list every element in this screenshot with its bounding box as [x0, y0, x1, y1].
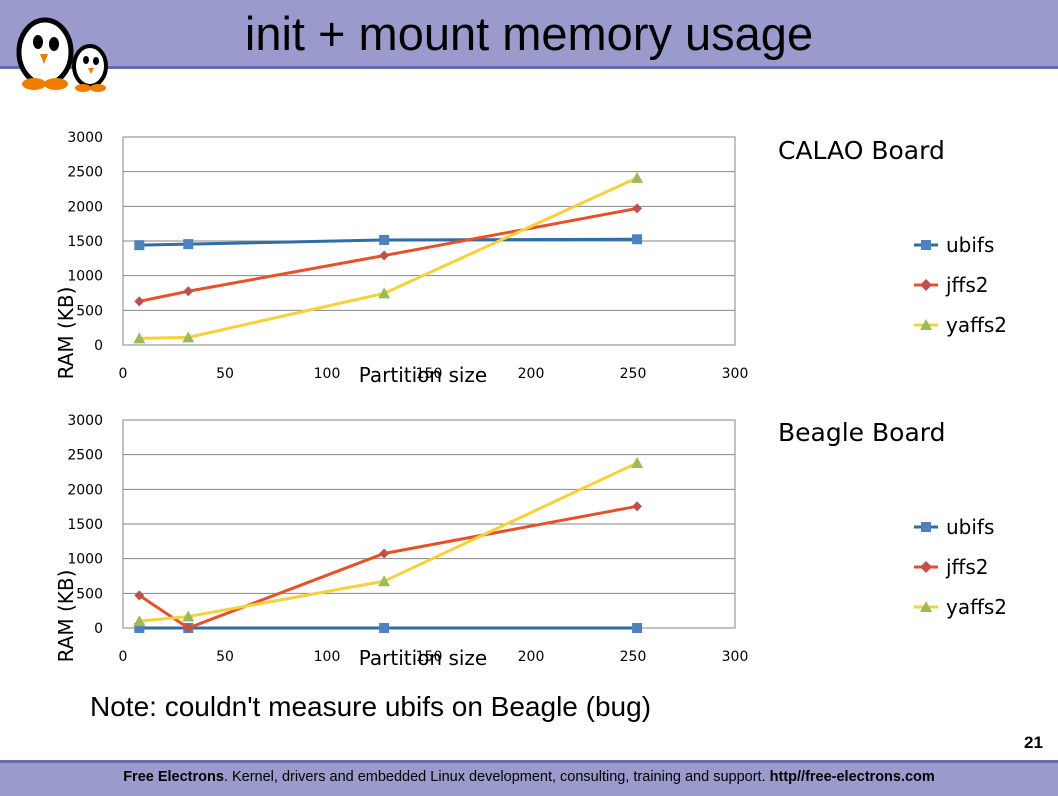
penguin-logo-icon — [10, 4, 110, 101]
data-point-jffs2 — [379, 548, 390, 559]
legend-item-jffs2: jffs2 — [912, 554, 1052, 580]
data-point-ubifs — [134, 623, 145, 633]
x-tick-label: 100 — [314, 366, 341, 382]
footer-description: . Kernel, drivers and embedded Linux dev… — [223, 769, 770, 785]
legend-label: jffs2 — [946, 273, 989, 297]
series-line-yaffs2 — [139, 176, 638, 340]
series-line-ubifs — [139, 237, 638, 247]
data-point-jffs2 — [183, 623, 194, 633]
x-axis-label: Partition size — [359, 363, 488, 387]
x-tick-label: 150 — [416, 366, 443, 382]
y-tick-label: 0 — [94, 338, 103, 354]
data-point-ubifs — [183, 239, 194, 250]
series-line-yaffs2 — [139, 461, 638, 623]
y-tick-label: 2500 — [67, 165, 103, 181]
footer-url[interactable]: http//free-electrons.com — [769, 769, 935, 785]
data-point-jffs2 — [134, 296, 145, 307]
x-tick-label: 0 — [119, 649, 128, 665]
data-point-ubifs — [134, 240, 145, 251]
data-point-jffs2 — [379, 250, 390, 261]
data-point-yaffs2 — [631, 171, 644, 183]
footer-text: Free Electrons. Kernel, drivers and embe… — [0, 769, 1058, 785]
x-tick-label: 300 — [722, 649, 749, 665]
legend-label: ubifs — [946, 515, 995, 539]
data-point-jffs2 — [134, 590, 145, 601]
y-axis-label: RAM (KB) — [54, 287, 78, 380]
footer-bar: Free Electrons. Kernel, drivers and embe… — [0, 760, 1058, 796]
x-axis-label: Partition size — [359, 646, 488, 670]
page-number: 21 — [1024, 733, 1043, 752]
footer-org: Free Electrons — [123, 769, 224, 785]
y-tick-label: 0 — [94, 621, 103, 637]
y-tick-label: 500 — [76, 303, 103, 319]
data-point-yaffs2 — [182, 331, 195, 343]
x-tick-label: 200 — [518, 366, 545, 382]
x-tick-label: 250 — [620, 649, 647, 665]
x-tick-label: 200 — [518, 649, 545, 665]
data-point-jffs2 — [632, 203, 643, 214]
legend-label: jffs2 — [946, 555, 989, 579]
data-point-yaffs2 — [182, 610, 195, 622]
y-tick-label: 1500 — [67, 234, 103, 250]
x-tick-label: 50 — [216, 366, 234, 382]
data-point-yaffs2 — [378, 287, 391, 299]
legend-item-jffs2: jffs2 — [912, 272, 1052, 298]
data-point-ubifs — [379, 234, 390, 245]
note-text: Note: couldn't measure ubifs on Beagle (… — [90, 691, 652, 722]
legend-label: yaffs2 — [946, 313, 1008, 337]
y-tick-label: 3000 — [67, 130, 103, 146]
data-point-jffs2 — [183, 286, 194, 297]
data-point-ubifs — [379, 623, 390, 633]
data-point-yaffs2 — [133, 615, 146, 627]
data-point-yaffs2 — [631, 456, 644, 468]
board-title-calao: CALAO Board — [778, 136, 945, 165]
data-point-yaffs2 — [133, 332, 146, 344]
y-tick-label: 500 — [76, 586, 103, 602]
x-tick-label: 100 — [314, 649, 341, 665]
x-tick-label: 250 — [620, 366, 647, 382]
data-point-yaffs2 — [378, 575, 391, 587]
x-tick-label: 50 — [216, 649, 234, 665]
legend-item-ubifs: ubifs — [912, 232, 1052, 258]
series-line-jffs2 — [139, 206, 638, 303]
y-tick-label: 1000 — [67, 552, 103, 568]
page-title: init + mount memory usage — [244, 7, 814, 60]
y-tick-label: 2000 — [67, 482, 103, 498]
x-tick-label: 150 — [416, 649, 443, 665]
y-tick-label: 1000 — [67, 269, 103, 285]
y-tick-label: 2500 — [67, 448, 103, 464]
title-bar: init + mount memory usage — [0, 0, 1058, 92]
y-tick-label: 2000 — [67, 199, 103, 215]
data-point-ubifs — [632, 623, 643, 633]
x-tick-label: 0 — [119, 366, 128, 382]
series-line-jffs2 — [138, 504, 638, 630]
x-tick-label: 300 — [722, 366, 749, 382]
y-tick-label: 1500 — [67, 517, 103, 533]
legend-item-ubifs: ubifs — [912, 514, 1052, 540]
legend-label: yaffs2 — [946, 595, 1008, 619]
legend-item-yaffs2: yaffs2 — [912, 594, 1052, 620]
y-axis-label: RAM (KB) — [54, 570, 78, 663]
board-title-beagle: Beagle Board — [778, 418, 946, 447]
legend-label: ubifs — [946, 233, 995, 257]
data-point-jffs2 — [632, 501, 643, 512]
data-point-ubifs — [632, 234, 643, 245]
legend-item-yaffs2: yaffs2 — [912, 312, 1052, 338]
y-tick-label: 3000 — [67, 413, 103, 429]
